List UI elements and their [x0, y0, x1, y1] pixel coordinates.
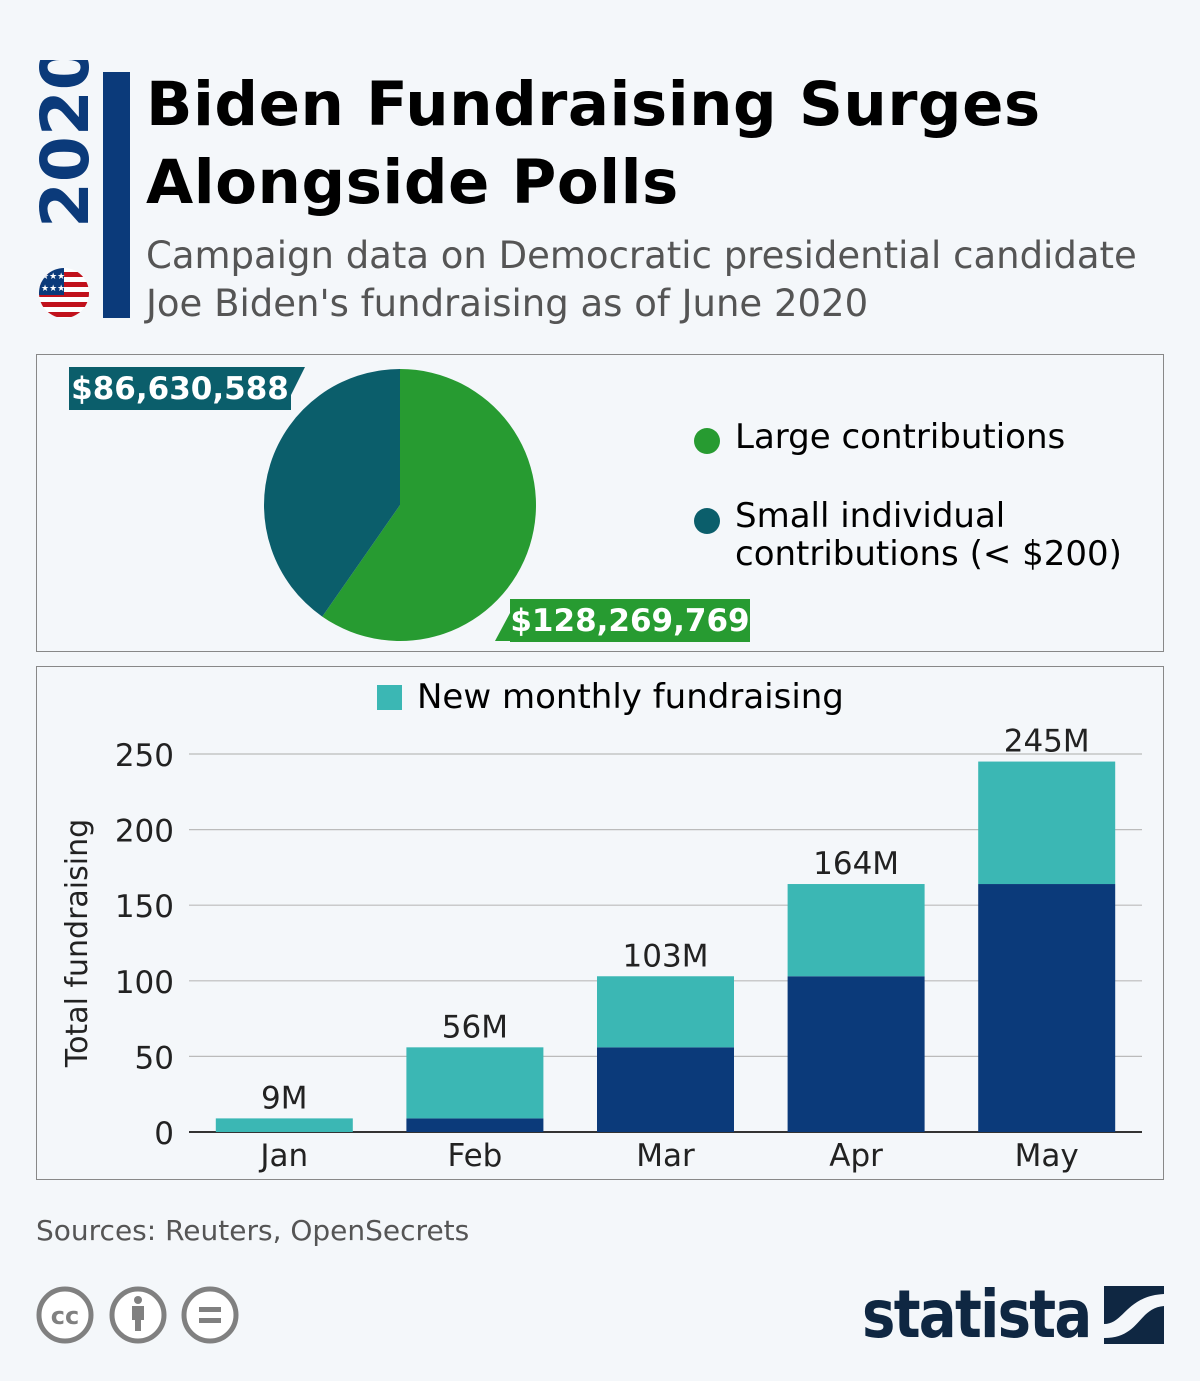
- bar-total-label: 9M: [261, 1080, 307, 1116]
- svg-text:cc: cc: [51, 1302, 79, 1330]
- us-flag-icon: ★★★ ★★★: [39, 268, 89, 318]
- subtitle: Campaign data on Democratic presidential…: [146, 234, 1137, 325]
- pie-chart: $86,630,588 $128,269,769: [69, 367, 750, 642]
- attribution-icon: [109, 1286, 167, 1344]
- pie-slice: [264, 369, 400, 617]
- legend-swatch: [377, 685, 402, 710]
- page-title: Biden Fundraising Surges Alongside Polls: [146, 69, 1041, 218]
- legend-new-monthly: New monthly fundraising: [417, 677, 844, 717]
- license-icons[interactable]: cc: [36, 1286, 246, 1346]
- x-tick-label: Jan: [258, 1138, 308, 1174]
- legend-small: Small individual contributions (< $200): [735, 496, 1122, 574]
- pie-label-pointer: [495, 613, 510, 641]
- sources: Sources: Reuters, OpenSecrets: [36, 1214, 470, 1247]
- pie-label-box: [510, 599, 750, 642]
- no-derivatives-icon: [181, 1286, 239, 1344]
- bar-panel: New monthly fundraising 0 50 100 150 200 250 T…: [36, 666, 1164, 1180]
- statista-logo: statista: [862, 1276, 1092, 1353]
- x-tick-label: Feb: [447, 1138, 502, 1174]
- bar-total-label: 103M: [623, 938, 709, 974]
- cc-icon: cc: [36, 1286, 94, 1344]
- y-tick-label: 150: [115, 889, 174, 925]
- y-tick-label: 250: [115, 738, 174, 774]
- bar-segment: [978, 761, 1116, 885]
- pie-label-pointer: [291, 367, 305, 395]
- bar-segment: [787, 884, 925, 977]
- svg-text:★★★: ★★★: [41, 272, 65, 282]
- bar-total-label: 245M: [1004, 724, 1090, 760]
- y-tick-label: 0: [154, 1116, 174, 1152]
- bar-chart: 0 50 100 150 200 250 Total fundraising 9M Jan 56M…: [60, 724, 1142, 1174]
- accent-bar: [103, 72, 130, 318]
- bar-segment: [215, 1118, 353, 1132]
- statista-logo-icon: [1104, 1286, 1164, 1344]
- x-tick-label: Apr: [829, 1138, 883, 1174]
- y-tick-label: 100: [115, 965, 174, 1001]
- legend-dot-large: [694, 428, 720, 454]
- bar-total-label: 164M: [813, 846, 899, 882]
- bar-total-label: 56M: [442, 1009, 508, 1045]
- x-tick-label: May: [1015, 1138, 1079, 1174]
- year-badge: 2020: [28, 60, 98, 228]
- pie-data-label: $128,269,769: [510, 603, 749, 639]
- x-tick-label: Mar: [636, 1138, 695, 1174]
- pie-data-label: $86,630,588: [71, 371, 289, 407]
- y-axis-label: Total fundraising: [60, 819, 95, 1068]
- pie-panel: $86,630,588 $128,269,769 Large contributi…: [36, 354, 1164, 652]
- legend-large: Large contributions: [735, 417, 1066, 457]
- pie-label-box: [69, 367, 291, 410]
- bar-segment: [406, 1047, 544, 1119]
- bar-segment: [406, 1118, 544, 1132]
- y-tick-label: 50: [135, 1040, 174, 1076]
- pie-slice: [322, 369, 536, 641]
- y-tick-label: 200: [115, 814, 174, 850]
- bar-segment: [597, 1047, 734, 1132]
- bar-segment: [597, 976, 734, 1048]
- legend-dot-small: [694, 508, 720, 534]
- bar-segment: [787, 976, 925, 1132]
- year-text: 2020: [28, 60, 98, 228]
- bar-segment: [978, 884, 1116, 1132]
- svg-text:★★★: ★★★: [41, 284, 65, 294]
